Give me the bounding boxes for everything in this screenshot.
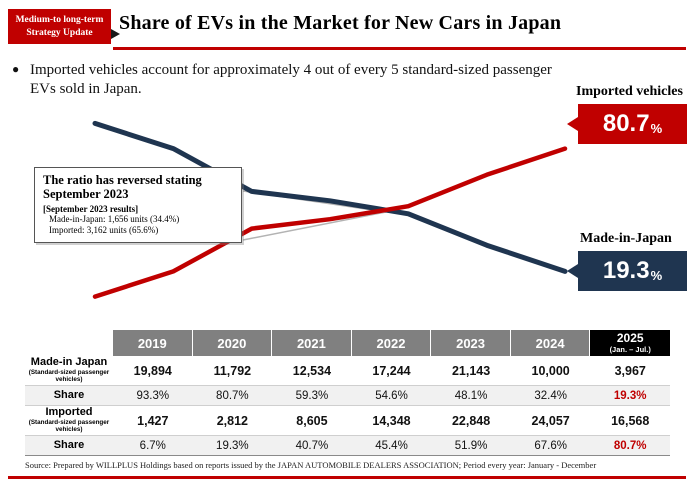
strategy-update-badge: Medium-to long-term Strategy Update bbox=[8, 9, 111, 44]
table-value-cell: 45.4% bbox=[375, 439, 408, 452]
table-value-cell: 17,244 bbox=[372, 363, 411, 378]
pointer-left-icon bbox=[567, 264, 578, 278]
table-value-cell: 19.3% bbox=[613, 389, 647, 402]
table-value-cell: 6.7% bbox=[139, 439, 166, 452]
table-value-cell: 80.7% bbox=[216, 389, 249, 402]
table-value-cell: 1,427 bbox=[137, 413, 169, 428]
callout-line2: September 2023 bbox=[43, 187, 129, 202]
table-corner-cell bbox=[25, 330, 113, 356]
made-in-japan-share-box: 19.3 % bbox=[567, 251, 687, 291]
row-label-text: Share bbox=[53, 388, 85, 401]
made-in-japan-share-value: 19.3 bbox=[602, 257, 650, 284]
callout-connector-line bbox=[242, 190, 387, 213]
badge-arrow-icon bbox=[111, 29, 120, 39]
source-note: Source: Prepared by WILLPLUS Holdings ba… bbox=[25, 460, 597, 470]
table-value-cell: 16,568 bbox=[611, 413, 650, 428]
callout-connector-line bbox=[242, 211, 387, 241]
data-table: 2019 2020 2021 2022 2023 2024 2025 (Jan. – Jul.… bbox=[25, 330, 670, 456]
table-value-cell: 67.6% bbox=[534, 439, 567, 452]
row-label: Share bbox=[25, 386, 113, 405]
pointer-left-icon bbox=[567, 117, 578, 131]
table-row: Share 93.3% 80.7% 59.3% 54.6% 48.1% 32.4% 19.3% bbox=[25, 386, 670, 406]
row-label-text: Share bbox=[53, 438, 85, 451]
table-value-cell: 3,967 bbox=[614, 363, 646, 378]
table-value-cell: 12,534 bbox=[292, 363, 332, 378]
table-value-cell: 48.1% bbox=[454, 389, 488, 402]
percent-sign: % bbox=[650, 267, 663, 283]
table-value-cell: 54.6% bbox=[375, 389, 408, 402]
made-in-japan-label: Made-in-Japan bbox=[580, 231, 672, 246]
percent-sign: % bbox=[650, 120, 663, 136]
imported-share-value: 80.7 bbox=[602, 110, 650, 137]
row-sublabel: (Standard-sized passenger vehicles) bbox=[28, 369, 110, 384]
table-value-cell: 19.3% bbox=[216, 439, 249, 452]
row-label-text: Imported bbox=[45, 406, 93, 419]
table-value-cell: 11,792 bbox=[213, 363, 252, 378]
page-title: Share of EVs in the Market for New Cars … bbox=[119, 12, 562, 34]
callout-line1: The ratio has reversed stating bbox=[43, 173, 202, 187]
reversal-callout: The ratio has reversed stating September… bbox=[34, 167, 242, 244]
year-2025-label: 2025 bbox=[616, 331, 644, 346]
year-header-2025: 2025 (Jan. – Jul.) bbox=[590, 330, 670, 356]
table-value-cell: 51.9% bbox=[454, 439, 488, 452]
callout-line4: Made-in-Japan: 1,656 units (34.4%) bbox=[49, 213, 180, 224]
year-2025-sublabel: (Jan. – Jul.) bbox=[609, 345, 651, 355]
table-value-cell: 80.7% bbox=[613, 439, 647, 452]
row-label-text: Made-in Japan bbox=[30, 356, 108, 369]
table-value-cell: 10,000 bbox=[531, 363, 570, 378]
table-value-cell: 24,057 bbox=[531, 413, 570, 428]
badge-line1: Medium-to long-term bbox=[15, 14, 104, 25]
table-value-cell: 93.3% bbox=[136, 389, 170, 402]
bullet-icon: ● bbox=[12, 62, 20, 76]
table-row: Made-in Japan (Standard-sized passenger v… bbox=[25, 356, 670, 386]
title-underline bbox=[113, 47, 686, 50]
badge-line2: Strategy Update bbox=[26, 27, 93, 38]
table-value-cell: 59.3% bbox=[295, 389, 329, 402]
year-header: 2022 bbox=[351, 330, 432, 356]
key-message-text: Imported vehicles account for approximat… bbox=[30, 62, 552, 97]
imported-share-box: 80.7 % bbox=[567, 104, 687, 144]
table-value-cell: 8,605 bbox=[296, 413, 328, 428]
year-header: 2023 bbox=[431, 330, 511, 356]
year-header: 2019 bbox=[113, 330, 193, 356]
table-value-cell: 19,894 bbox=[133, 363, 172, 378]
table-value-cell: 2,812 bbox=[216, 413, 248, 428]
year-header: 2020 bbox=[192, 330, 273, 356]
table-value-cell: 40.7% bbox=[295, 439, 329, 452]
key-message: ● Imported vehicles account for approxim… bbox=[12, 61, 572, 99]
callout-line5: Imported: 3,162 units (65.6%) bbox=[49, 225, 159, 235]
table-row: Share 6.7% 19.3% 40.7% 45.4% 51.9% 67.6% 80.7% bbox=[25, 436, 670, 456]
row-label: Imported (Standard-sized passenger vehicl… bbox=[25, 406, 113, 435]
row-sublabel: (Standard-sized passenger vehicles) bbox=[28, 419, 110, 434]
table-row: Imported (Standard-sized passenger vehicl… bbox=[25, 406, 670, 436]
row-label: Share bbox=[25, 436, 113, 455]
table-header-row: 2019 2020 2021 2022 2023 2024 2025 (Jan. – Jul.… bbox=[25, 330, 670, 356]
imported-vehicles-label: Imported vehicles bbox=[576, 84, 683, 99]
table-value-cell: 21,143 bbox=[451, 363, 491, 378]
row-label: Made-in Japan (Standard-sized passenger v… bbox=[25, 356, 113, 385]
bottom-rule bbox=[8, 476, 686, 479]
year-header: 2024 bbox=[510, 330, 591, 356]
table-value-cell: 32.4% bbox=[534, 389, 567, 402]
table-value-cell: 14,348 bbox=[372, 413, 411, 428]
callout-line3: [September 2023 results] bbox=[43, 203, 139, 214]
year-header: 2021 bbox=[272, 330, 352, 356]
table-value-cell: 22,848 bbox=[451, 413, 491, 428]
